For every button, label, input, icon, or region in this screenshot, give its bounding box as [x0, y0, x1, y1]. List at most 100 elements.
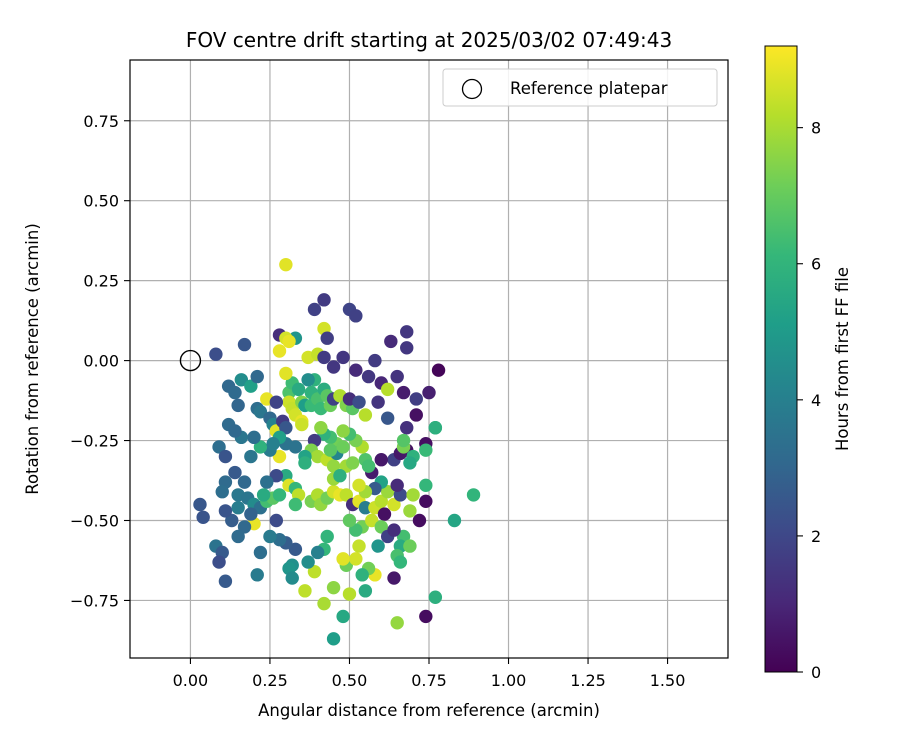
- data-point: [406, 488, 420, 502]
- colorbar-tick-label: 0: [811, 663, 821, 682]
- data-point: [326, 580, 341, 595]
- data-point: [288, 542, 303, 556]
- colorbar-ticks: 0 2 4 6 8: [797, 119, 821, 682]
- data-point: [384, 334, 398, 349]
- legend-reference-marker: [461, 78, 483, 100]
- colorbar-bar: [764, 45, 798, 673]
- data-point: [231, 398, 245, 413]
- legend: Reference platepar: [442, 68, 718, 107]
- data-point: [237, 520, 252, 534]
- data-point: [307, 564, 322, 579]
- data-point: [272, 488, 287, 502]
- data-point: [333, 469, 347, 483]
- data-point: [371, 539, 385, 553]
- data-point: [396, 433, 411, 448]
- data-point: [260, 475, 274, 489]
- data-point: [218, 574, 233, 588]
- x-tick-label: 0.00: [173, 671, 209, 690]
- data-point: [365, 513, 379, 528]
- data-point: [400, 341, 414, 355]
- data-point: [253, 405, 268, 419]
- grid-lines: [130, 60, 728, 658]
- data-point: [212, 440, 226, 454]
- chart-title: FOV centre drift starting at 2025/03/02 …: [186, 28, 672, 52]
- data-point: [374, 453, 388, 467]
- data-point: [323, 443, 338, 457]
- data-point: [342, 587, 357, 601]
- data-point: [279, 257, 293, 272]
- data-point: [212, 555, 226, 569]
- data-point: [218, 504, 233, 518]
- data-point: [269, 469, 284, 483]
- data-point: [371, 395, 385, 409]
- data-point: [390, 369, 404, 384]
- data-point: [428, 590, 443, 604]
- colorbar-tick-label: 2: [811, 527, 821, 546]
- data-point: [412, 513, 427, 528]
- data-point: [301, 555, 315, 569]
- data-point: [301, 373, 315, 387]
- legend-label-reference: Reference platepar: [510, 79, 668, 98]
- data-point: [215, 485, 229, 499]
- data-point: [234, 373, 249, 387]
- data-point: [291, 382, 306, 397]
- data-point: [196, 510, 210, 524]
- data-point: [377, 507, 392, 521]
- y-tick-label: 0.50: [83, 192, 119, 211]
- data-point: [358, 584, 373, 598]
- data-point: [269, 395, 284, 409]
- data-point: [352, 395, 366, 409]
- data-point: [387, 571, 401, 585]
- data-point: [228, 385, 242, 400]
- x-tick-label: 0.50: [332, 671, 368, 690]
- data-point: [349, 309, 363, 323]
- data-point: [225, 513, 239, 528]
- data-point: [317, 293, 331, 307]
- data-point: [349, 363, 363, 377]
- data-point: [336, 440, 350, 454]
- data-point: [419, 443, 433, 457]
- data-point: [285, 571, 299, 585]
- data-point: [193, 497, 207, 512]
- data-point: [355, 568, 369, 582]
- colorbar-tick-label: 4: [811, 391, 821, 410]
- data-point: [447, 513, 462, 528]
- data-point: [409, 392, 423, 406]
- data-point: [387, 497, 401, 512]
- y-tick-label: −0.75: [70, 591, 119, 610]
- data-point: [320, 529, 334, 544]
- y-tick-label: −0.25: [70, 432, 119, 451]
- data-point: [393, 555, 408, 569]
- data-point: [403, 504, 417, 518]
- y-tick-label: 0.00: [83, 352, 119, 371]
- data-point: [387, 523, 401, 537]
- colorbar-tick-label: 8: [811, 119, 821, 138]
- y-axis-ticks: 0.75 0.50 0.25 0.00 −0.25 −0.50 −0.75: [70, 112, 130, 610]
- data-point: [336, 350, 350, 365]
- x-tick-label: 0.75: [411, 671, 447, 690]
- data-point: [314, 421, 328, 435]
- data-point: [253, 440, 268, 454]
- data-point: [339, 488, 353, 502]
- data-point: [282, 334, 296, 349]
- data-point: [209, 347, 223, 361]
- data-point: [349, 523, 363, 537]
- data-point: [269, 513, 284, 528]
- data-point: [256, 488, 271, 502]
- data-point: [361, 369, 376, 384]
- data-point: [250, 568, 264, 582]
- colorbar-tick-label: 6: [811, 255, 821, 274]
- data-point: [317, 350, 331, 365]
- data-point: [419, 478, 433, 493]
- data-point: [326, 360, 341, 374]
- data-point: [272, 344, 287, 358]
- data-point: [396, 385, 411, 400]
- x-axis-label: Angular distance from reference (arcmin): [258, 701, 600, 720]
- data-point: [326, 632, 341, 646]
- data-point: [374, 520, 388, 534]
- x-tick-label: 0.25: [252, 671, 288, 690]
- data-point: [358, 408, 373, 422]
- data-point: [419, 494, 433, 509]
